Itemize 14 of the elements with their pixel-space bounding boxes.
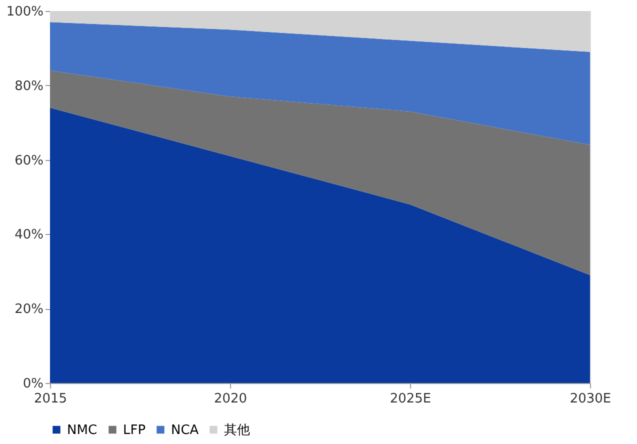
y-tick-label: 40% [14, 228, 44, 243]
x-tick-label: 2030E [570, 392, 612, 406]
legend-label: NMC [67, 422, 98, 438]
y-tick-label: 0% [22, 376, 44, 392]
x-tick-label: 2020 [214, 392, 248, 406]
y-tick-label: 100% [6, 4, 44, 20]
x-tick-label: 2015 [34, 392, 68, 406]
legend-label: NCA [171, 422, 199, 438]
legend-label: 其他 [224, 422, 250, 438]
y-tick-label: 20% [14, 302, 44, 318]
y-tick-label: 60% [14, 153, 44, 168]
y-tick-label: 80% [14, 78, 44, 94]
legend-label: LFP [123, 422, 146, 438]
x-tick-label: 2025E [390, 392, 432, 406]
